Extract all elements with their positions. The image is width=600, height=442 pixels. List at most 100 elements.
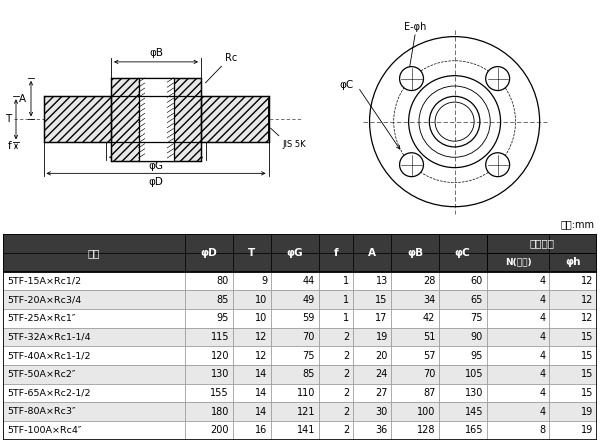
Text: 1: 1	[343, 295, 349, 305]
Bar	[185, 402, 233, 421]
Text: 単位:mm: 単位:mm	[560, 219, 594, 229]
Text: 85: 85	[302, 370, 315, 379]
Text: 14: 14	[255, 388, 268, 398]
Bar	[319, 421, 353, 440]
Bar	[487, 328, 550, 347]
Text: 130: 130	[211, 370, 229, 379]
Bar	[111, 96, 201, 142]
Text: 85: 85	[217, 295, 229, 305]
Text: 19: 19	[581, 407, 593, 417]
Bar	[353, 272, 391, 290]
Text: 5TF-40A×Rc1-1/2: 5TF-40A×Rc1-1/2	[8, 351, 91, 360]
Text: 87: 87	[423, 388, 436, 398]
Text: 4: 4	[539, 351, 546, 361]
Circle shape	[400, 153, 424, 177]
Bar	[271, 234, 319, 253]
Text: φC: φC	[455, 248, 470, 258]
Bar	[550, 347, 597, 365]
Text: φB: φB	[407, 248, 423, 258]
Bar	[233, 365, 271, 384]
Text: 5TF-80A×Rc3″: 5TF-80A×Rc3″	[8, 407, 76, 416]
Bar	[550, 328, 597, 347]
Bar	[3, 402, 185, 421]
Text: 17: 17	[376, 313, 388, 324]
Text: 4: 4	[539, 313, 546, 324]
Bar	[3, 253, 185, 272]
Bar	[550, 272, 597, 290]
Bar	[319, 272, 353, 290]
Bar	[353, 347, 391, 365]
Bar	[487, 309, 550, 328]
Bar	[550, 365, 597, 384]
Text: 5TF-50A×Rc2″: 5TF-50A×Rc2″	[8, 370, 76, 379]
Bar	[487, 253, 550, 272]
Bar	[233, 384, 271, 402]
Bar	[319, 347, 353, 365]
Bar	[233, 402, 271, 421]
Bar	[391, 253, 439, 272]
Bar	[3, 421, 185, 440]
Text: 24: 24	[376, 370, 388, 379]
Text: 4: 4	[539, 407, 546, 417]
Bar	[487, 384, 550, 402]
Text: 36: 36	[376, 426, 388, 435]
Text: 12: 12	[581, 295, 593, 305]
Bar	[550, 234, 597, 253]
Circle shape	[400, 67, 424, 91]
Text: 15: 15	[581, 332, 593, 342]
Text: 65: 65	[470, 295, 483, 305]
Bar	[391, 365, 439, 384]
Text: 12: 12	[255, 332, 268, 342]
Text: φG: φG	[149, 161, 163, 171]
Bar	[3, 309, 185, 328]
Bar	[439, 384, 487, 402]
Text: 型式: 型式	[88, 248, 100, 258]
Bar	[487, 347, 550, 365]
Bar	[353, 402, 391, 421]
Bar	[233, 234, 271, 253]
Bar	[319, 402, 353, 421]
Bar	[439, 402, 487, 421]
Text: E-φh: E-φh	[404, 23, 427, 32]
Text: 5TF-15A×Rc1/2: 5TF-15A×Rc1/2	[8, 277, 82, 286]
Text: 200: 200	[211, 426, 229, 435]
Text: 1: 1	[343, 313, 349, 324]
Text: 5TF-20A×Rc3/4: 5TF-20A×Rc3/4	[8, 295, 82, 304]
Text: φC: φC	[340, 80, 353, 90]
Bar	[3, 234, 185, 253]
Bar	[353, 384, 391, 402]
Text: 27: 27	[375, 388, 388, 398]
Bar	[185, 421, 233, 440]
Text: T: T	[248, 248, 256, 258]
Bar	[233, 253, 271, 272]
Text: 2: 2	[343, 332, 349, 342]
Text: 5TF-65A×Rc2-1/2: 5TF-65A×Rc2-1/2	[8, 389, 91, 397]
Text: 49: 49	[303, 295, 315, 305]
Text: φG: φG	[286, 248, 303, 258]
Text: JIS 5K: JIS 5K	[282, 140, 306, 149]
Bar	[391, 421, 439, 440]
Text: 15: 15	[581, 388, 593, 398]
Bar	[353, 328, 391, 347]
Text: 4: 4	[539, 370, 546, 379]
Text: 128: 128	[417, 426, 436, 435]
Text: 15: 15	[581, 351, 593, 361]
Bar	[487, 402, 550, 421]
Bar	[550, 421, 597, 440]
Bar	[391, 272, 439, 290]
Text: 12: 12	[255, 351, 268, 361]
Text: 120: 120	[211, 351, 229, 361]
Circle shape	[486, 67, 509, 91]
Text: 130: 130	[464, 388, 483, 398]
Text: f: f	[8, 141, 11, 151]
Bar	[3, 365, 185, 384]
Bar	[391, 402, 439, 421]
Bar	[271, 253, 319, 272]
Bar	[550, 384, 597, 402]
Text: 9: 9	[261, 276, 268, 286]
Bar	[550, 309, 597, 328]
Bar	[353, 309, 391, 328]
Text: 10: 10	[255, 295, 268, 305]
Text: 141: 141	[296, 426, 315, 435]
Bar	[487, 234, 550, 253]
